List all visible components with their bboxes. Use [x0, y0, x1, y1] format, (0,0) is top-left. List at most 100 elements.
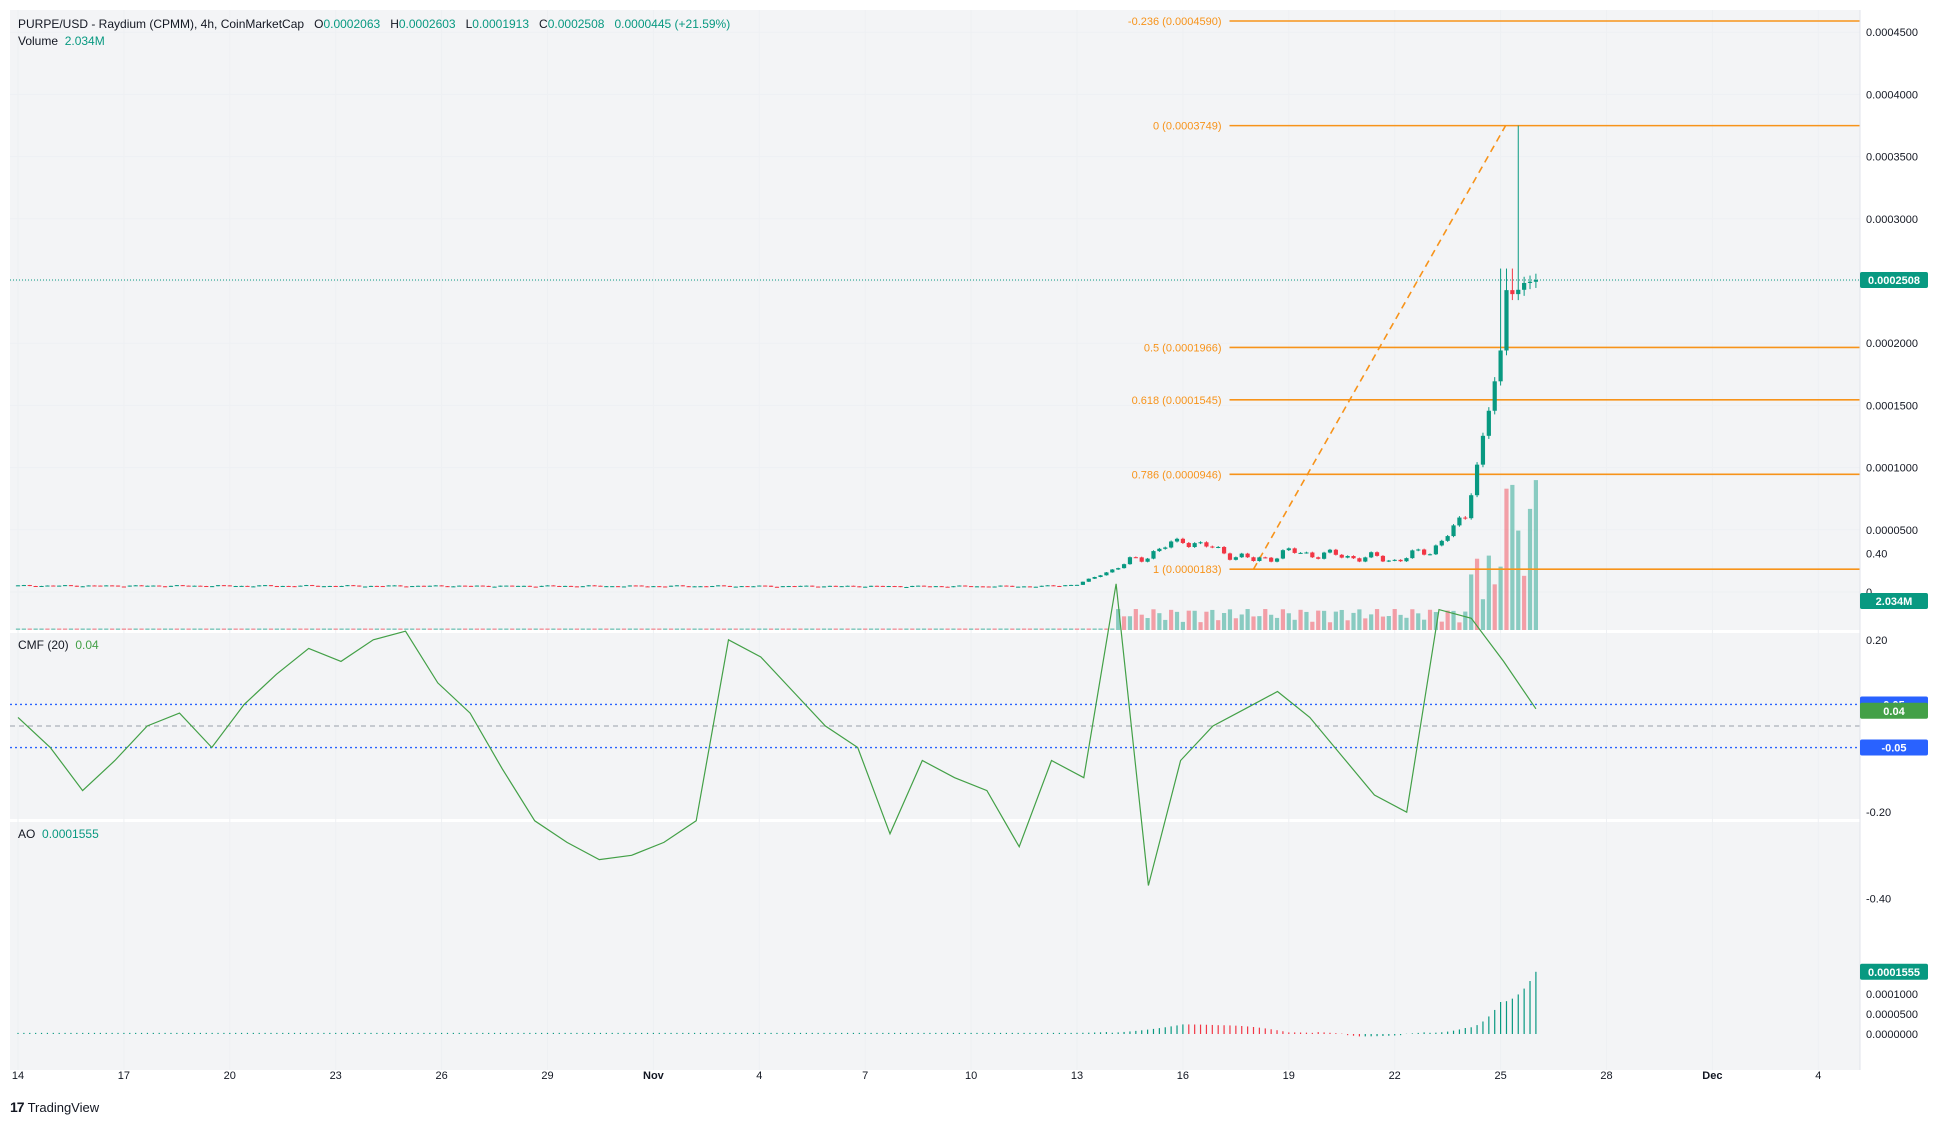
volume-bar — [1327, 622, 1333, 630]
candle-body — [445, 586, 450, 588]
volume-bar — [992, 628, 997, 630]
candle-body — [821, 586, 827, 588]
cmf-legend[interactable]: CMF (20) 0.04 — [18, 638, 99, 653]
candlesticks[interactable] — [15, 125, 1538, 588]
volume-legend[interactable]: Volume 2.034M — [18, 34, 105, 49]
volume-bar — [939, 628, 944, 630]
volume-bar — [162, 628, 168, 630]
volume-bar — [357, 628, 362, 630]
candle-body — [980, 586, 985, 588]
candle-body — [1263, 557, 1268, 559]
candle-body — [457, 585, 462, 587]
candle-body — [1004, 585, 1009, 587]
volume-bar — [539, 628, 544, 630]
candle-body — [698, 586, 703, 588]
cmf-indicator[interactable] — [10, 583, 1860, 886]
candle-body — [1533, 279, 1538, 282]
tradingview-branding[interactable]: 17 TradingView — [10, 1099, 99, 1115]
candle-body — [710, 586, 715, 588]
candle-body — [51, 585, 56, 587]
price-legend[interactable]: PURPE/USD - Raydium (CPMM), 4h, CoinMark… — [18, 17, 730, 32]
volume-bar — [233, 628, 238, 630]
candle-body — [621, 586, 627, 588]
candle-body — [345, 585, 350, 587]
ao-histogram[interactable] — [17, 971, 1537, 1037]
candle-body — [1369, 552, 1374, 558]
candle-body — [480, 585, 485, 587]
last-price-tag-bg — [1860, 272, 1928, 289]
volume-bar — [933, 628, 938, 630]
volume-bar — [1133, 609, 1138, 630]
volume-bar — [816, 628, 821, 630]
low-label: L — [465, 17, 473, 31]
volume-bar — [1086, 628, 1091, 630]
volume-bar — [1004, 628, 1009, 630]
candle-body — [610, 586, 615, 588]
volume-bar — [221, 628, 227, 630]
ao-legend[interactable]: AO 0.0001555 — [18, 827, 99, 842]
time-tick-label: 29 — [541, 1070, 553, 1082]
candle-body — [1304, 552, 1309, 554]
volume-bar — [80, 628, 85, 630]
candle-body — [86, 585, 91, 587]
volume-bar — [1227, 609, 1233, 630]
volume-bar — [304, 628, 309, 630]
candle-body — [598, 585, 603, 587]
volume-bar — [757, 628, 762, 630]
fib-trend-line — [1252, 125, 1507, 570]
time-tick-label: 20 — [224, 1070, 236, 1082]
volume-bar — [280, 628, 285, 630]
volume-bar — [610, 628, 615, 630]
volume-bar — [421, 628, 427, 630]
candle-body — [633, 585, 638, 587]
volume-bar — [174, 628, 179, 630]
cmf-pane-bg[interactable] — [10, 633, 1860, 819]
candle-body — [1392, 559, 1397, 561]
candle-body — [1016, 586, 1021, 588]
time-axis[interactable]: 14 17 20 23 26 29 Nov 4 7 10 13 16 19 22 25 28 Dec 4 — [12, 1070, 1821, 1082]
candle-body — [68, 585, 74, 587]
volume-bar — [863, 628, 868, 630]
candle-body — [92, 585, 97, 587]
candle-body — [292, 586, 297, 588]
symbol-title[interactable]: PURPE/USD - Raydium (CPMM), 4h, CoinMark… — [18, 17, 305, 31]
volume-bar — [886, 628, 891, 630]
volume-label: Volume — [18, 34, 59, 48]
ao-pane-bg[interactable] — [10, 822, 1860, 1070]
volume-bar — [545, 628, 550, 630]
candle-body — [857, 586, 862, 588]
volume-bar — [186, 628, 191, 630]
volume-bar — [157, 628, 162, 630]
candle-body — [1039, 585, 1044, 587]
volume-bar — [192, 628, 197, 630]
candle-body — [1498, 350, 1503, 382]
volume-bar — [1427, 609, 1433, 630]
fib-levels[interactable]: -0.618 (0.0005952)-0.236 (0.0004590)0 (0… — [10, 0, 1860, 576]
volume-bar — [62, 628, 68, 630]
candle-body — [921, 585, 927, 587]
candle-body — [521, 585, 527, 587]
volume-bar — [463, 628, 468, 630]
candle-body — [192, 585, 197, 587]
candle-body — [745, 586, 750, 588]
candle-body — [451, 586, 456, 588]
volume-bar — [804, 628, 809, 630]
candle-body — [198, 585, 203, 587]
candle-body — [668, 585, 674, 587]
candle-body — [880, 585, 885, 587]
volume-bar — [574, 628, 580, 630]
ao-value-tag: 0.0001555 — [1868, 967, 1920, 979]
candle-body — [410, 586, 415, 588]
volume-bar — [1098, 628, 1103, 630]
candle-body — [139, 585, 144, 587]
price-pane-bg[interactable] — [10, 10, 1860, 630]
candle-body — [257, 585, 262, 587]
candle-body — [1404, 558, 1409, 562]
volume-bar — [1245, 609, 1250, 630]
volume-bar — [1333, 611, 1338, 630]
volume-bar — [1039, 628, 1044, 630]
volume-bar — [127, 628, 132, 630]
cmf-lower-band-tag: -0.05 — [1881, 743, 1906, 755]
time-tick-label: 4 — [1815, 1070, 1821, 1082]
